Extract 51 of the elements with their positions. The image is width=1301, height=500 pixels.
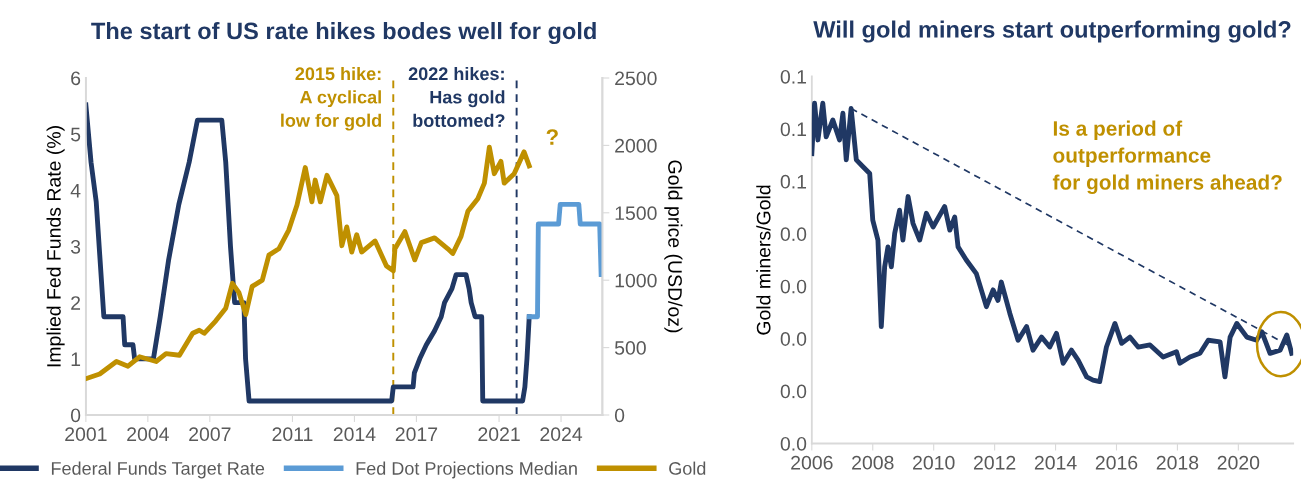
annotation: Is a period of outperformance for gold miners ahead?: [1052, 120, 1282, 194]
y-tick-label: 1: [71, 352, 81, 366]
y-tick-label: 0.0: [780, 436, 807, 451]
x-tick-label: 2018: [1156, 455, 1199, 470]
chart-title: Will gold miners start outperforming gold?: [813, 20, 1291, 43]
x-tick-label: 2016: [1095, 455, 1138, 470]
y2-tick-label: 1000: [615, 273, 657, 288]
y-tick-label: 5: [70, 127, 81, 142]
x-tick-label: 2007: [189, 427, 231, 442]
y2-tick-label: 1500: [615, 206, 657, 221]
x-tick-label: 2011: [272, 427, 313, 442]
y-tick-label: 0.0: [780, 384, 807, 399]
y-tick-label: 0.1: [780, 69, 807, 84]
y-tick-label: 0.0: [780, 279, 807, 294]
x-tick-label: 2001: [65, 427, 107, 442]
y-tick-label: 3: [70, 239, 81, 254]
y-tick-label: 2: [71, 296, 81, 310]
x-tick-label: 2014: [1034, 455, 1077, 470]
ref-line-label: 2022 hikes: Has gold bottomed?: [408, 66, 505, 127]
ref-line-label: 2015 hike: A cyclical low for gold: [281, 66, 381, 131]
y-tick-label: 0: [70, 408, 81, 423]
y2-tick-label: 2500: [615, 71, 657, 86]
y-tick-label: 0.0: [780, 227, 807, 242]
x-tick-label: 2020: [1217, 455, 1260, 470]
y-tick-label: 0.1: [780, 122, 807, 137]
x-tick-label: 2012: [973, 455, 1016, 470]
x-tick-label: 2014: [333, 427, 376, 442]
legend-label: Gold: [669, 461, 706, 475]
x-tick-label: 2017: [395, 427, 438, 442]
x-tick-label: 2024: [540, 427, 583, 442]
y-tick-label: 0.0: [780, 332, 807, 346]
y2-tick-label: 500: [614, 341, 646, 355]
x-tick-label: 2006: [791, 455, 833, 470]
annotation: ?: [546, 129, 558, 145]
chart-title: The start of US rate hikes bodes well for gold: [91, 22, 596, 45]
legend-label: Fed Dot Projections Median: [356, 461, 577, 479]
x-tick-label: 2021: [478, 427, 520, 442]
y-tick-label: 4: [70, 184, 81, 198]
x-tick-label: 2008: [852, 455, 894, 470]
x-tick-label: 2004: [127, 427, 169, 442]
y-tick-label: 6: [71, 71, 81, 86]
line-series: [526, 201, 603, 320]
y-axis-title: Gold miners/Gold: [756, 185, 771, 335]
y2-axis-title: Gold price (USD/oz): [664, 160, 683, 333]
y-tick-label: 0.1: [780, 174, 807, 189]
line-series: [811, 100, 1294, 385]
y-axis-title: Implied Fed Funds Rate (%): [46, 126, 65, 367]
legend-label: Federal Funds Target Rate: [51, 461, 265, 479]
y2-tick-label: 0: [614, 408, 625, 423]
x-tick-label: 2010: [913, 455, 955, 470]
y2-tick-label: 2000: [615, 138, 657, 153]
